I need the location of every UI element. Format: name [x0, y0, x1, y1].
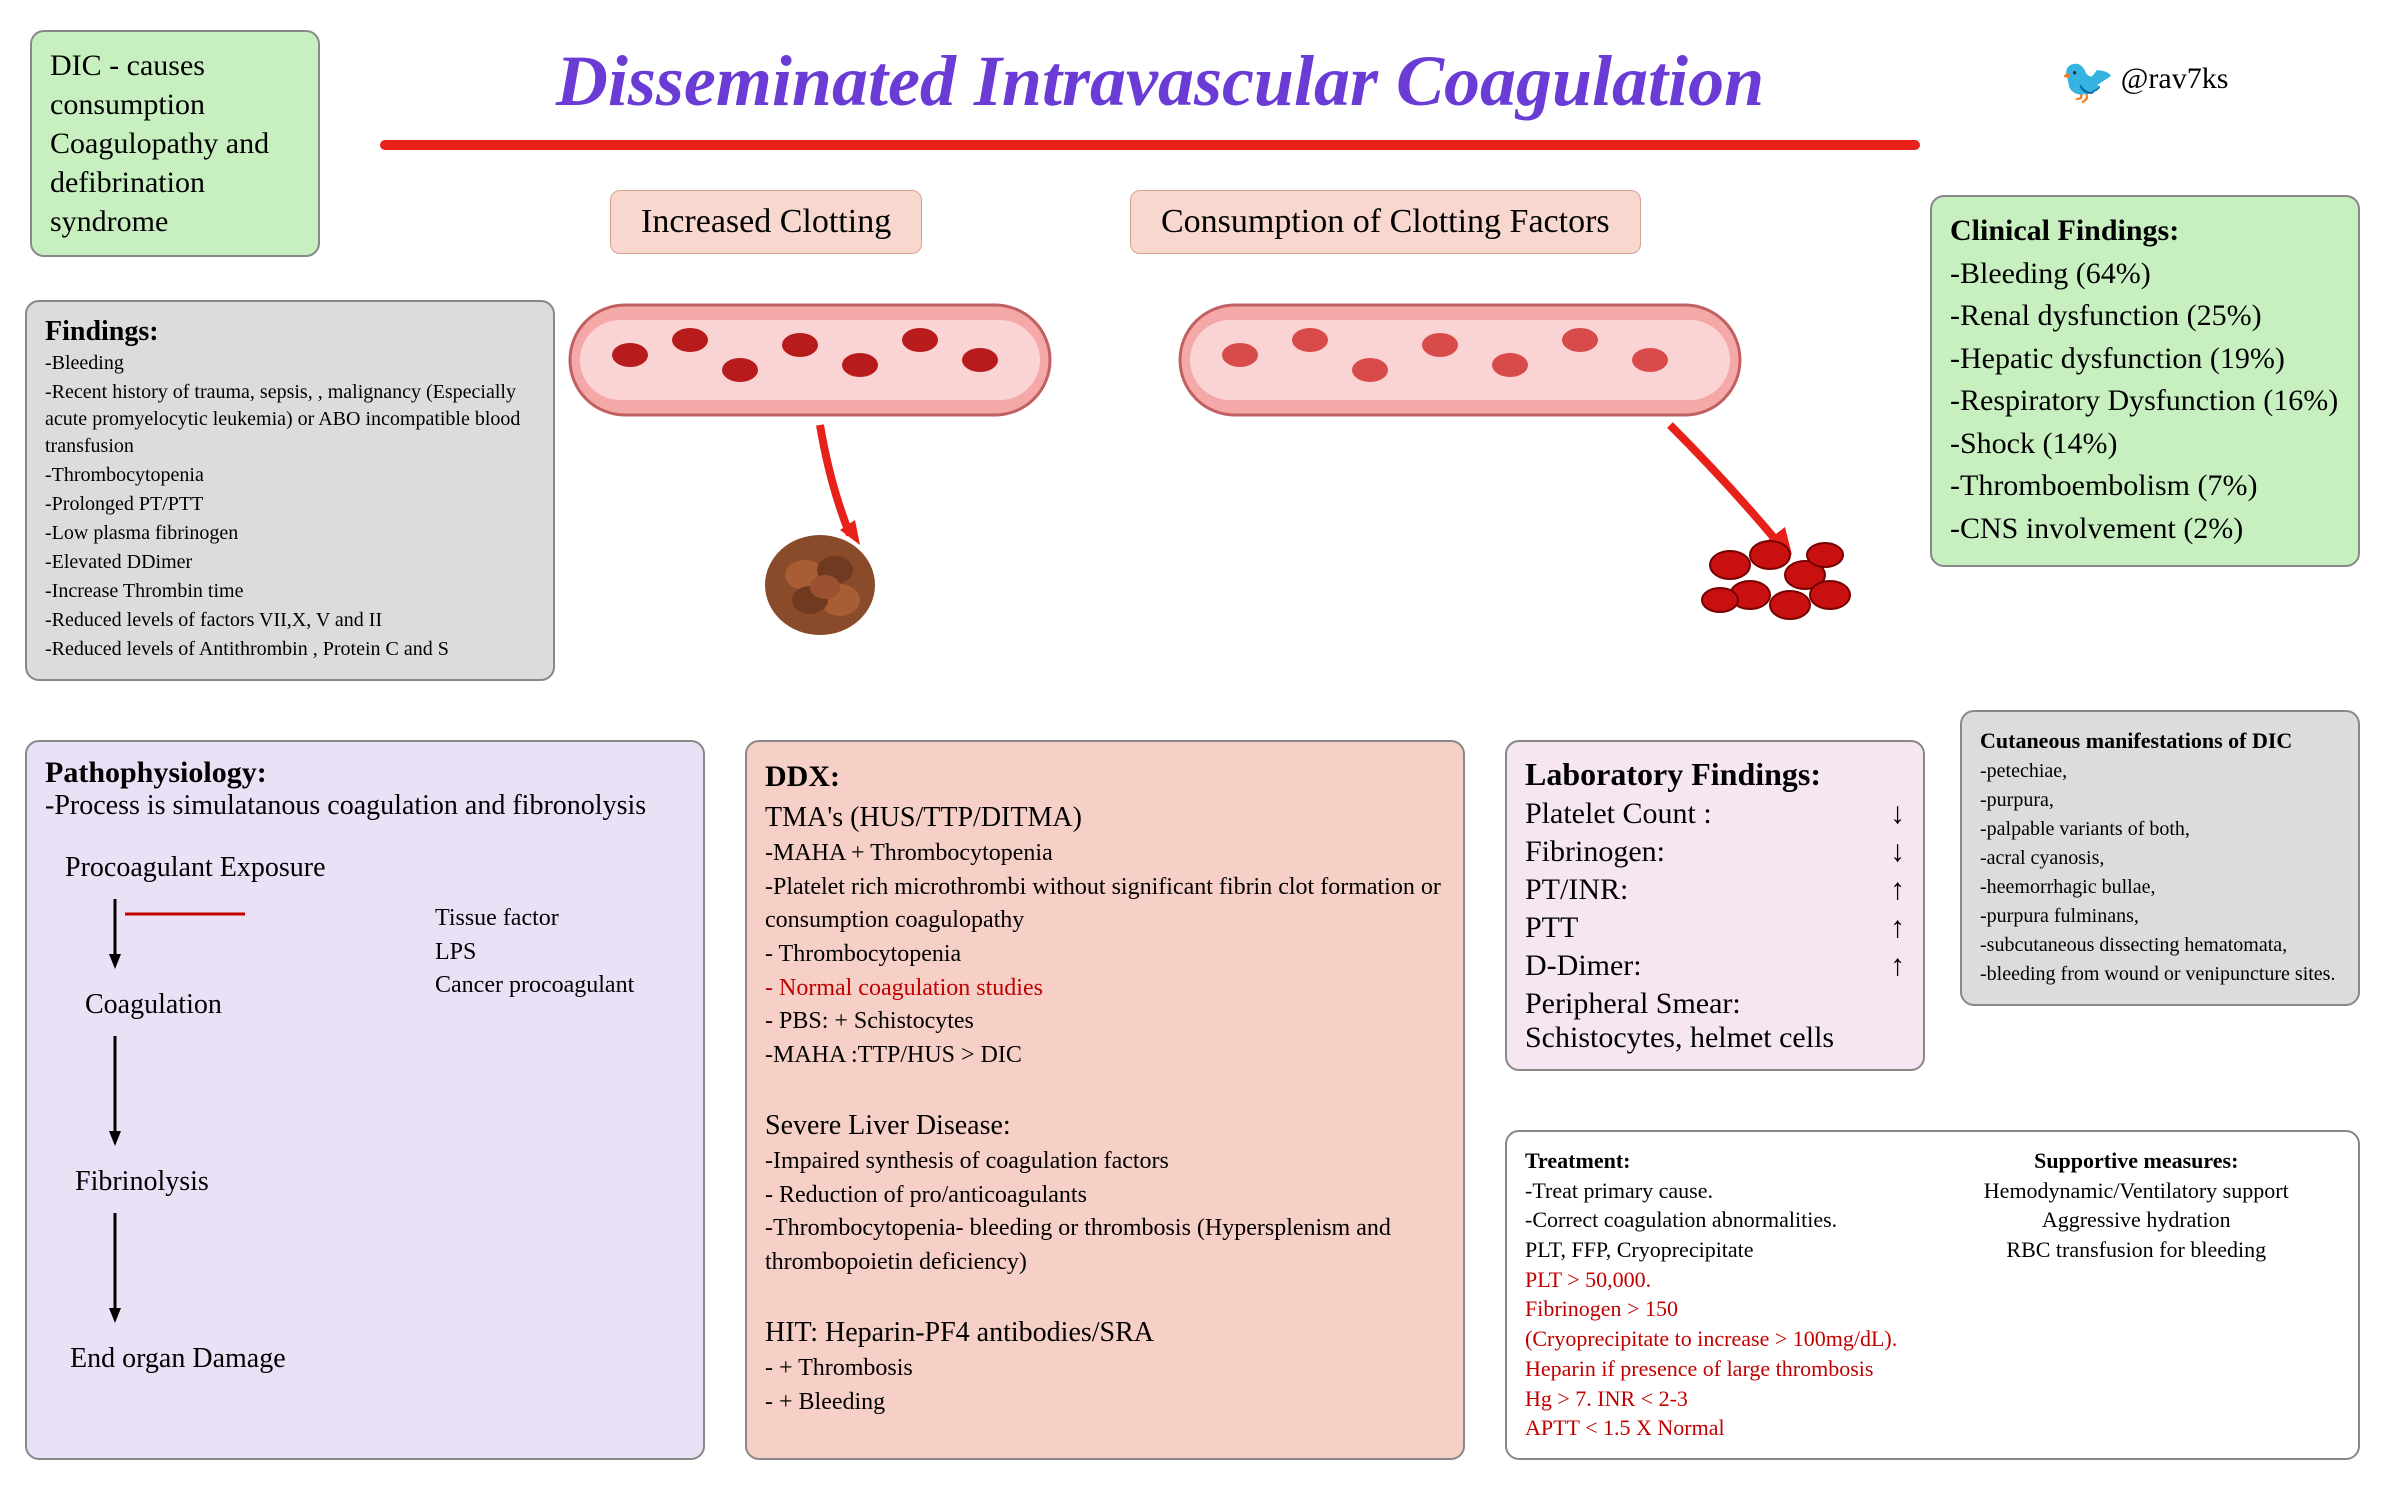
flow-step: Procoagulant Exposure — [65, 852, 685, 884]
pathophys-title: Pathophysiology: — [45, 756, 267, 789]
cutaneous-box: Cutaneous manifestations of DIC -petechi… — [1960, 710, 2360, 1006]
ddx-item: -Platelet rich microthrombi without sign… — [765, 871, 1445, 938]
lab-label: D-Dimer: — [1525, 949, 1642, 983]
side-item: Tissue factor — [435, 902, 634, 936]
ddx-box: DDX: TMA's (HUS/TTP/DITMA) -MAHA + Throm… — [745, 740, 1465, 1460]
lab-arrow: ↓ — [1890, 835, 1905, 869]
findings-item: -Prolonged PT/PTT — [45, 491, 535, 518]
clinical-item: -Bleeding (64%) — [1950, 254, 2340, 295]
ddx-item: - + Bleeding — [765, 1386, 1445, 1420]
ddx-item: - + Thrombosis — [765, 1352, 1445, 1386]
supportive-title: Supportive measures: — [1933, 1146, 2341, 1176]
lab-arrow: ↑ — [1890, 911, 1905, 945]
clinical-item: -Shock (14%) — [1950, 424, 2340, 465]
supportive-item: Hemodynamic/Ventilatory support — [1933, 1176, 2341, 1206]
clinical-item: -CNS involvement (2%) — [1950, 509, 2340, 550]
side-item: LPS — [435, 936, 634, 970]
ddx-item: -Thrombocytopenia- bleeding or thrombosi… — [765, 1212, 1445, 1279]
findings-item: -Reduced levels of Antithrombin , Protei… — [45, 636, 535, 663]
twitter-handle: 🐦@rav7ks — [2060, 55, 2228, 107]
findings-item: -Low plasma fibrinogen — [45, 520, 535, 547]
treatment-red: Hg > 7. INR < 2-3 — [1525, 1384, 1933, 1414]
findings-item: -Reduced levels of factors VII,X, V and … — [45, 607, 535, 634]
findings-item: -Recent history of trauma, sepsis, , mal… — [45, 379, 535, 460]
clinical-findings-title: Clinical Findings: — [1950, 211, 2340, 252]
cutaneous-item: -bleeding from wound or venipuncture sit… — [1980, 961, 2340, 988]
clinical-item: -Thromboembolism (7%) — [1950, 466, 2340, 507]
ddx-sec3-title: HIT: Heparin-PF4 antibodies/SRA — [765, 1313, 1445, 1352]
vessel-left-illustration — [560, 285, 1080, 665]
cutaneous-item: -purpura, — [1980, 787, 2340, 814]
ddx-item: -MAHA + Thrombocytopenia — [765, 837, 1445, 871]
supportive-item: RBC transfusion for bleeding — [1933, 1235, 2341, 1265]
page-title: Disseminated Intravascular Coagulation — [380, 40, 1940, 123]
treatment-red: PLT > 50,000. — [1525, 1265, 1933, 1295]
findings-title: Findings: — [45, 316, 535, 348]
flow-step: Fibrinolysis — [75, 1166, 685, 1198]
ddx-item: - Reduction of pro/anticoagulants — [765, 1179, 1445, 1213]
treatment-red: Heparin if presence of large thrombosis — [1525, 1354, 1933, 1384]
findings-box: Findings: -Bleeding -Recent history of t… — [25, 300, 555, 681]
clinical-item: -Respiratory Dysfunction (16%) — [1950, 381, 2340, 422]
ddx-item: - Thrombocytopenia — [765, 938, 1445, 972]
findings-item: -Elevated DDimer — [45, 549, 535, 576]
ddx-item: -Impaired synthesis of coagulation facto… — [765, 1145, 1445, 1179]
lab-label: PTT — [1525, 911, 1578, 945]
treatment-red: Fibrinogen > 150 — [1525, 1294, 1933, 1324]
title-underline — [380, 140, 1920, 150]
treatment-box: Treatment: -Treat primary cause. -Correc… — [1505, 1130, 2360, 1460]
treatment-title: Treatment: — [1525, 1146, 1933, 1176]
flow-arrow-icon — [65, 1208, 165, 1328]
findings-item: -Thrombocytopenia — [45, 462, 535, 489]
lab-label: PT/INR: — [1525, 873, 1628, 907]
dic-causes-text: DIC - causes consumption Coagulopathy an… — [50, 49, 269, 238]
cutaneous-item: -heemorrhagic bullae, — [1980, 874, 2340, 901]
flow-step: End organ Damage — [70, 1343, 685, 1375]
ddx-item: -MAHA :TTP/HUS > DIC — [765, 1039, 1445, 1073]
twitter-text: @rav7ks — [2121, 62, 2229, 95]
lab-arrow: ↓ — [1890, 797, 1905, 831]
cutaneous-item: -palpable variants of both, — [1980, 816, 2340, 843]
treatment-red: (Cryoprecipitate to increase > 100mg/dL)… — [1525, 1324, 1933, 1354]
lab-arrow: ↑ — [1890, 873, 1905, 907]
ddx-sec2-title: Severe Liver Disease: — [765, 1106, 1445, 1145]
lab-title: Laboratory Findings: — [1525, 756, 1905, 793]
cutaneous-item: -acral cyanosis, — [1980, 845, 2340, 872]
ddx-title: DDX: — [765, 756, 1445, 798]
cutaneous-item: -purpura fulminans, — [1980, 903, 2340, 930]
ddx-sec1-title: TMA's (HUS/TTP/DITMA) — [765, 798, 1445, 837]
subheading-increased-clotting: Increased Clotting — [610, 190, 922, 254]
lab-label: Fibrinogen: — [1525, 835, 1665, 869]
clinical-findings-box: Clinical Findings: -Bleeding (64%) -Rena… — [1930, 195, 2360, 567]
pathophysiology-box: Pathophysiology: -Process is simulatanou… — [25, 740, 705, 1460]
pathophys-subtitle: -Process is simulatanous coagulation and… — [45, 790, 685, 822]
dic-causes-box: DIC - causes consumption Coagulopathy an… — [30, 30, 320, 257]
lab-label: Platelet Count : — [1525, 797, 1712, 831]
cutaneous-item: -subcutaneous dissecting hematomata, — [1980, 932, 2340, 959]
treatment-item: -Treat primary cause. — [1525, 1176, 1933, 1206]
flow-arrow-icon — [65, 894, 265, 974]
cutaneous-title: Cutaneous manifestations of DIC — [1980, 726, 2340, 756]
clinical-item: -Renal dysfunction (25%) — [1950, 296, 2340, 337]
treatment-item: -Correct coagulation abnormalities. — [1525, 1205, 1933, 1235]
findings-item: -Bleeding — [45, 350, 535, 377]
treatment-red: APTT < 1.5 X Normal — [1525, 1413, 1933, 1443]
side-item: Cancer procoagulant — [435, 969, 634, 1003]
vessel-right-illustration — [1170, 285, 1870, 665]
twitter-icon: 🐦 — [2060, 57, 2115, 106]
lab-arrow: ↑ — [1890, 949, 1905, 983]
cutaneous-item: -petechiae, — [1980, 758, 2340, 785]
treatment-item: PLT, FFP, Cryoprecipitate — [1525, 1235, 1933, 1265]
findings-item: -Increase Thrombin time — [45, 578, 535, 605]
ddx-item: - PBS: + Schistocytes — [765, 1005, 1445, 1039]
flow-arrow-icon — [65, 1031, 165, 1151]
clinical-item: -Hepatic dysfunction (19%) — [1950, 339, 2340, 380]
supportive-item: Aggressive hydration — [1933, 1205, 2341, 1235]
lab-smear-value: Schistocytes, helmet cells — [1525, 1021, 1905, 1055]
lab-findings-box: Laboratory Findings: Platelet Count : ↓ F… — [1505, 740, 1925, 1071]
ddx-item-red: - Normal coagulation studies — [765, 972, 1445, 1006]
subheading-consumption: Consumption of Clotting Factors — [1130, 190, 1641, 254]
lab-smear-label: Peripheral Smear: — [1525, 987, 1905, 1021]
